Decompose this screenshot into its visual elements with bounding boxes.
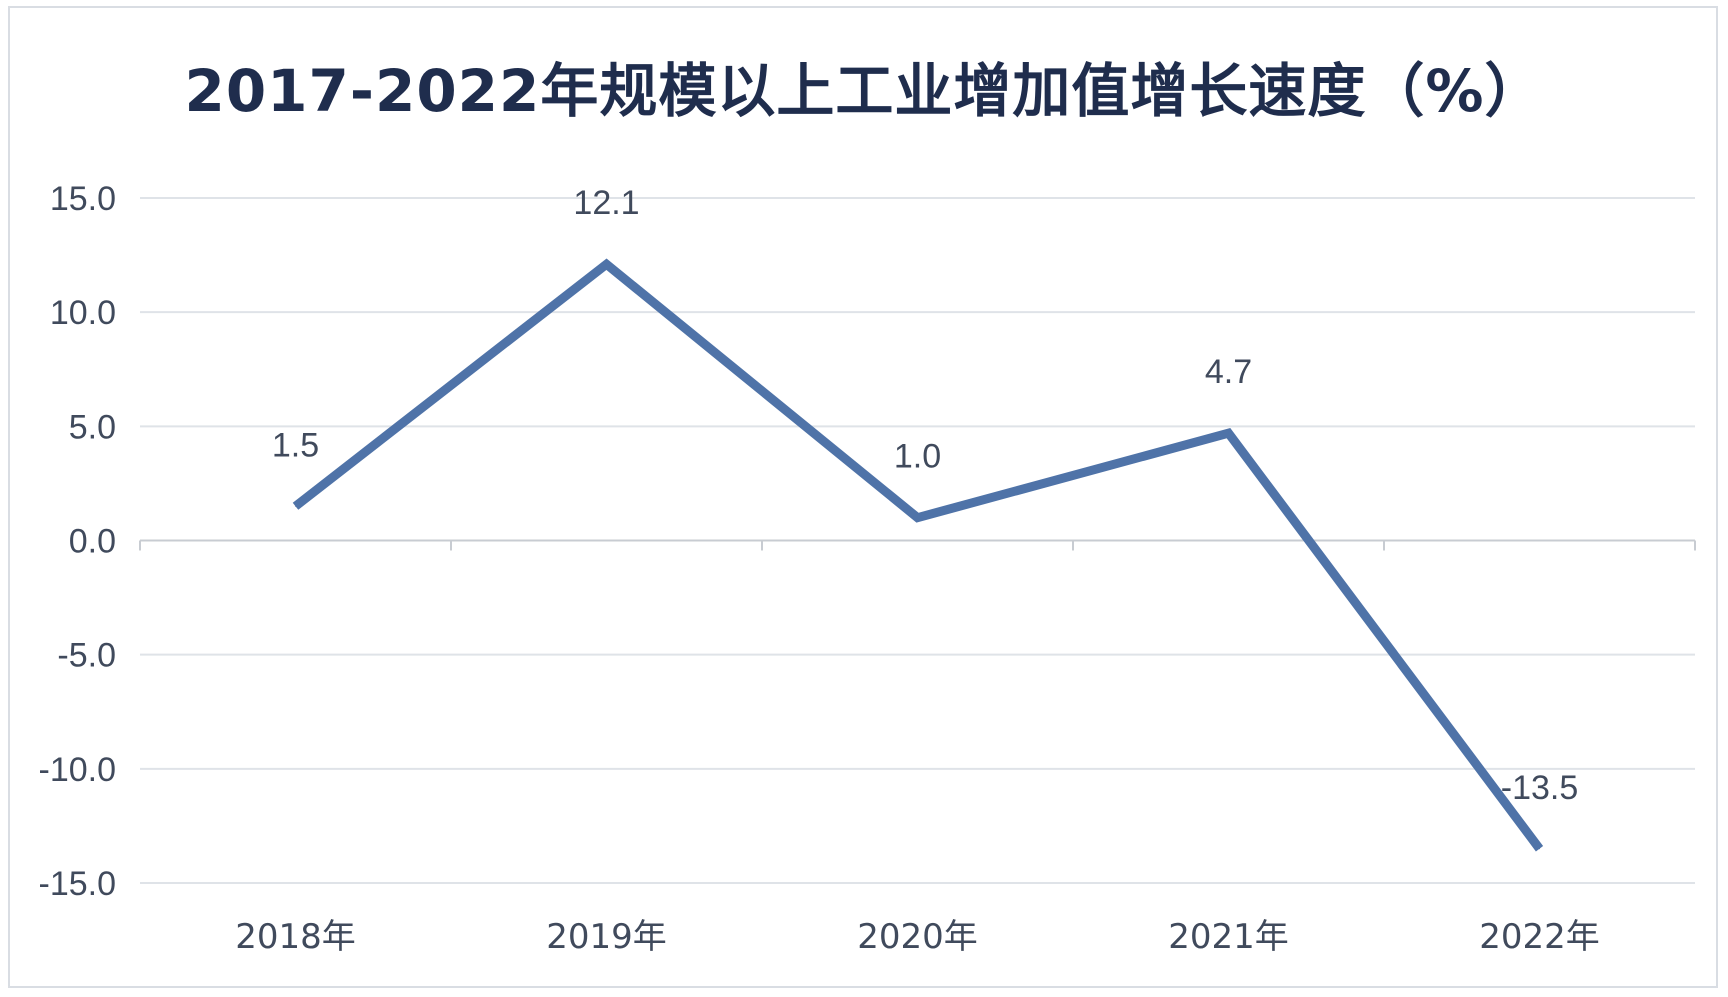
chart-title: 2017-2022年规模以上工业增加值增长速度（%） bbox=[184, 57, 1544, 125]
y-tick-label: 10.0 bbox=[50, 294, 116, 332]
chart-frame bbox=[8, 6, 1718, 988]
data-point bbox=[917, 517, 918, 519]
y-tick-label: 15.0 bbox=[50, 180, 116, 218]
x-tick-label: 2022年 bbox=[1479, 917, 1600, 957]
data-label: 12.1 bbox=[573, 184, 639, 222]
data-labels: 1.5 12.1 1.0 4.7 -13.5 bbox=[272, 184, 1578, 807]
x-tick-label: 2019年 bbox=[546, 917, 667, 957]
data-label: 1.0 bbox=[894, 438, 941, 476]
y-tick-label: -5.0 bbox=[57, 637, 116, 675]
y-tick-label: -10.0 bbox=[39, 751, 117, 789]
data-label: 1.5 bbox=[272, 426, 319, 464]
data-label: -13.5 bbox=[1501, 769, 1579, 807]
x-tick-label: 2020年 bbox=[857, 917, 978, 957]
x-axis bbox=[139, 540, 1696, 551]
data-point bbox=[1228, 432, 1229, 434]
x-tick-label: 2018年 bbox=[235, 917, 356, 957]
series-line bbox=[292, 258, 1544, 852]
y-axis-tick-labels: 15.0 10.0 5.0 0.0 -5.0 -10.0 -15.0 bbox=[39, 180, 117, 903]
x-axis-tick-labels: 2018年 2019年 2020年 2021年 2022年 bbox=[235, 917, 1600, 957]
data-point bbox=[606, 263, 607, 265]
data-label: 4.7 bbox=[1205, 353, 1252, 391]
y-tick-label: 0.0 bbox=[69, 523, 116, 561]
series-line-group bbox=[292, 258, 1544, 852]
y-tick-label: 5.0 bbox=[69, 408, 116, 446]
y-tick-label: -15.0 bbox=[39, 865, 117, 903]
gridlines bbox=[140, 197, 1695, 884]
x-tick-label: 2021年 bbox=[1168, 917, 1289, 957]
data-point bbox=[295, 505, 296, 507]
data-point bbox=[1539, 848, 1540, 850]
